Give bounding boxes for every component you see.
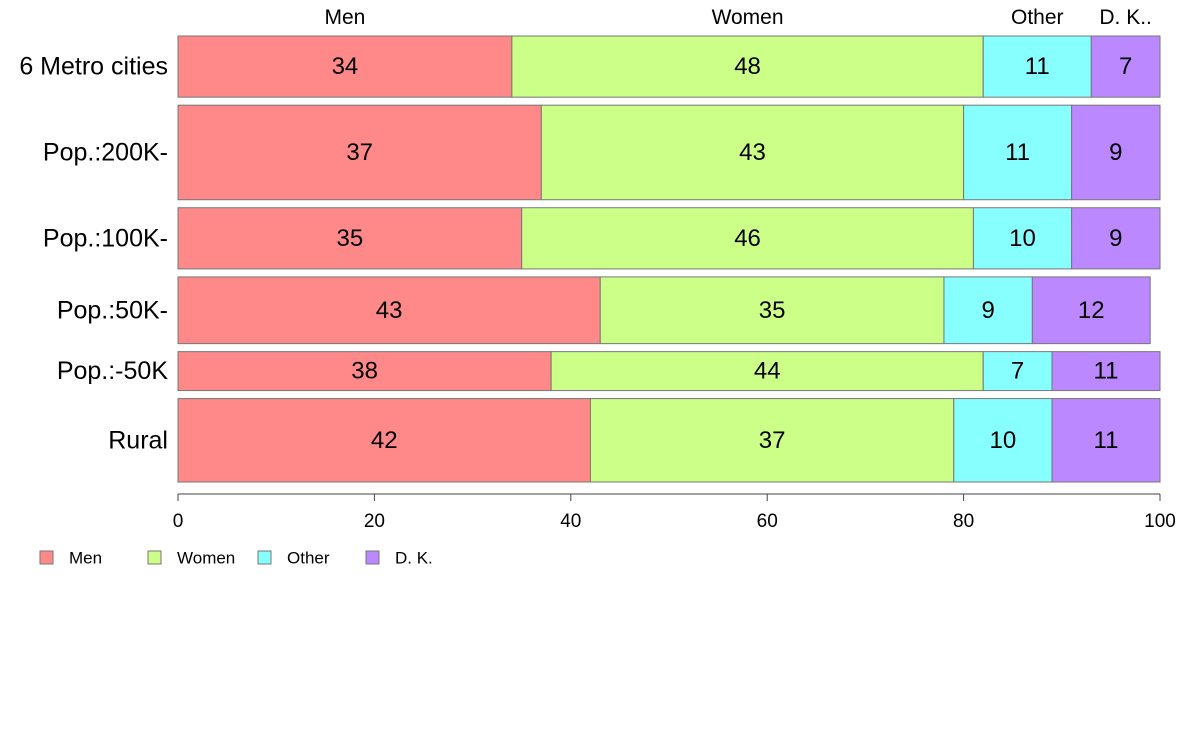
data-label: 42 — [371, 427, 398, 454]
bar-segment-men — [177, 398, 591, 483]
legend-label: Other — [287, 549, 330, 568]
data-label: 35 — [759, 297, 786, 324]
row-label: Pop.:-50K — [57, 357, 169, 385]
data-label: 37 — [759, 427, 786, 454]
legend-item-men: Men — [39, 549, 102, 568]
legend-label: Men — [69, 549, 102, 568]
legend-item-women: Women — [147, 549, 235, 568]
data-label: 7 — [1119, 53, 1132, 80]
data-label: 10 — [1009, 225, 1036, 252]
row-label: Pop.:100K- — [43, 224, 168, 252]
data-label: 11 — [1094, 427, 1119, 454]
bar-row-pop-50k: Pop.:50K- 43 35 9 12 — [57, 276, 1151, 345]
bar-segment-men — [177, 351, 552, 392]
bar-row-pop-200k: Pop.:200K- 37 43 11 9 — [43, 104, 1161, 201]
data-label: 43 — [739, 139, 766, 166]
column-header-men: Men — [325, 6, 366, 29]
row-label: Pop.:200K- — [43, 138, 168, 166]
x-tick-label: 20 — [364, 511, 385, 532]
legend: Men Women Other D. K. — [39, 549, 433, 568]
bar-segment-men — [177, 207, 523, 270]
row-label: 6 Metro cities — [19, 53, 168, 81]
data-label: 35 — [336, 225, 363, 252]
bar-segment-d-k — [1071, 207, 1161, 270]
data-label: 9 — [1109, 139, 1122, 166]
legend-swatch — [365, 550, 380, 565]
legend-item-d-k: D. K. — [365, 549, 433, 568]
bar-segment-other — [963, 104, 1073, 201]
bar-segment-men — [177, 35, 513, 98]
data-label: 11 — [1005, 139, 1030, 166]
bar-segment-d-k — [1090, 35, 1161, 98]
bar-segment-men — [177, 104, 542, 201]
column-header-other: Other — [1011, 6, 1064, 29]
data-label: 37 — [346, 139, 373, 166]
x-tick-label: 80 — [953, 511, 974, 532]
bar-segment-women — [540, 104, 965, 201]
bar-row-6-metro-cities: 6 Metro cities 34 48 11 7 — [19, 35, 1161, 98]
bar-segment-d-k — [1071, 104, 1161, 201]
bar-row-pop-100k: Pop.:100K- 35 46 10 9 — [43, 207, 1161, 270]
column-headers: Men Women Other D. K.. — [325, 6, 1152, 29]
data-label: 38 — [351, 358, 378, 385]
row-label: Pop.:50K- — [57, 296, 168, 324]
bar-segment-women — [589, 398, 955, 483]
bar-segment-women — [511, 35, 984, 98]
x-axis: 0 20 40 60 80 100 — [173, 493, 1176, 532]
legend-item-other: Other — [257, 549, 330, 568]
bar-segment-other — [982, 351, 1053, 392]
data-label: 44 — [754, 358, 781, 385]
bar-row-pop-50k: Pop.:-50K 38 44 7 11 — [57, 351, 1161, 392]
bar-segment-d-k — [1051, 351, 1161, 392]
bar-segment-women — [599, 276, 945, 345]
bar-segment-men — [177, 276, 601, 345]
bar-segment-d-k — [1031, 276, 1151, 345]
column-header-women: Women — [712, 6, 784, 29]
data-label: 12 — [1078, 297, 1105, 324]
data-label: 43 — [376, 297, 403, 324]
x-tick-label: 0 — [173, 511, 184, 532]
bar-segment-other — [953, 398, 1053, 483]
legend-label: Women — [177, 549, 235, 568]
row-label: Rural — [108, 426, 168, 454]
data-label: 10 — [990, 427, 1017, 454]
data-label: 11 — [1094, 358, 1119, 385]
legend-swatch — [257, 550, 272, 565]
data-label: 11 — [1025, 53, 1050, 80]
legend-label: D. K. — [395, 549, 433, 568]
data-label: 9 — [981, 297, 994, 324]
column-header-d-k: D. K.. — [1099, 6, 1152, 29]
x-tick-label: 100 — [1144, 511, 1176, 532]
data-label: 9 — [1109, 225, 1122, 252]
bar-row-rural: Rural 42 37 10 11 — [108, 398, 1161, 483]
legend-swatch — [147, 550, 162, 565]
data-label: 34 — [332, 53, 359, 80]
bar-segment-women — [550, 351, 984, 392]
data-label: 7 — [1011, 358, 1024, 385]
data-label: 48 — [734, 53, 761, 80]
bar-segment-d-k — [1051, 398, 1161, 483]
legend-swatch — [39, 550, 54, 565]
bar-segment-women — [521, 207, 974, 270]
data-label: 46 — [734, 225, 761, 252]
x-tick-label: 40 — [560, 511, 581, 532]
bar-segment-other — [982, 35, 1092, 98]
x-tick-label: 60 — [757, 511, 778, 532]
